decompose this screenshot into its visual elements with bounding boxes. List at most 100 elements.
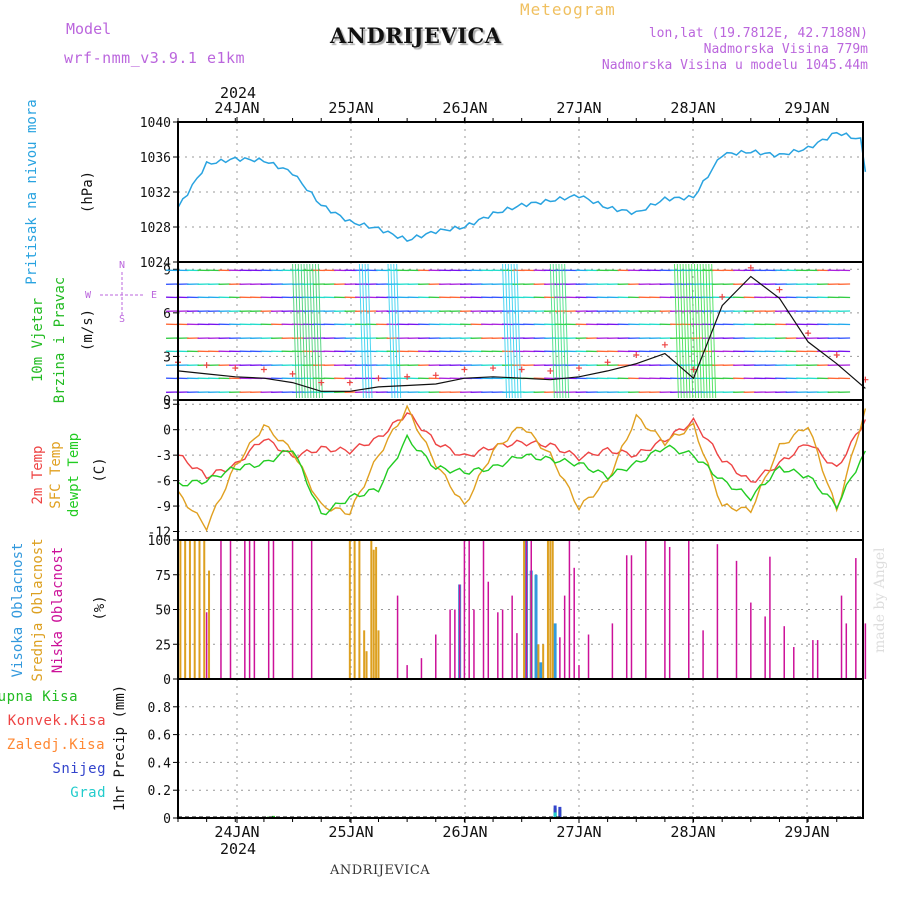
wind-gust-marker [547,367,554,374]
cloud-bar [816,640,819,679]
wind-gust-marker [404,373,411,380]
wind-barb [300,263,306,399]
wind-barb [294,263,300,399]
wind-barb [367,263,373,399]
ytick-label-cloud: 0 [163,673,171,688]
pressure-line [177,131,867,242]
model-name: wrf-nmm_v3.9.1 e1km [64,49,246,67]
cloud-bar [310,540,313,679]
legend-precip-2: Zaledj.Kisa [7,737,105,753]
ylabel-pressure: Pritisak na nivou mora [24,99,40,284]
cloud-bar [783,626,785,679]
ytick-label-cloud: 25 [155,638,171,653]
wind-gust-marker [490,365,497,372]
cloud-bar [363,630,366,679]
panel-wind [236,262,808,400]
wind-gust-marker [232,365,239,372]
ylabel-cloud-0: Visoka Oblacnost [10,543,26,678]
wind-barb [312,263,318,399]
ytick-label-pressure: 1032 [140,186,171,201]
wind-gust-marker [719,293,726,300]
wind-barb [317,263,323,399]
precip-bar [558,806,562,818]
altitude-text: Nadmorska Visina 779m [703,42,868,57]
wind-barb [507,263,513,399]
wind-barb [504,263,510,399]
wind-gust-marker [289,370,296,377]
cloud-bar [573,567,575,679]
ytick-label-pressure: 1024 [140,256,171,271]
wind-barb [708,263,714,399]
precip-bar [271,815,275,818]
cloud-bar [248,540,251,679]
cloud-bar [375,546,378,679]
wind-barb [387,263,393,399]
legend-precip-3: Snijeg [52,761,106,777]
cloud-bar [348,540,351,679]
ylabel-wind-sub: Brzina i Pravac [52,277,68,403]
cloud-bar [793,647,795,679]
wind-barb [693,263,699,399]
wind-gust-marker [833,351,840,358]
cloud-bar [184,540,187,679]
ylabel-wind: 10m Vjetar [30,298,46,382]
cloud-bar [516,633,518,679]
wind-barb [393,263,399,399]
precip-bar [553,805,557,818]
cloud-bar [229,540,232,679]
top-date-label: 26JAN [442,99,487,117]
ytick-label-precip: 0.2 [148,784,171,799]
bottom-date-label: 29JAN [784,823,829,841]
wind-barb [396,263,402,399]
cloud-bar [769,556,771,679]
cloud-bar [458,584,461,679]
cloud-bar [291,540,294,679]
cloud-bar [198,540,201,679]
ytick-label-temp: 3 [163,398,171,413]
ytick-label-temp: -9 [155,500,171,515]
cloud-bar [487,581,490,679]
station-title: ANDRIJEVICA [330,23,502,48]
cloud-bar [353,540,356,679]
wind-barb [297,263,303,399]
ytick-label-temp: -6 [155,475,171,490]
top-date-label: 25JAN [328,99,373,117]
wind-barb [390,263,396,399]
cloud-bar [587,634,590,679]
yunit-temp: (C) [92,457,108,482]
cloud-bar [523,540,526,679]
wind-barb [564,263,570,399]
top-date-label: 27JAN [556,99,601,117]
wind-gust-marker [346,379,353,386]
cloud-bar [420,658,423,679]
wind-barb [510,263,516,399]
cloud-bar [546,540,549,679]
wind-barb [516,263,522,399]
compass-w: W [85,290,92,301]
panel-precip [236,679,808,818]
top-date-label: 28JAN [670,99,715,117]
wind-barb [361,263,367,399]
ytick-label-wind: 6 [163,307,171,322]
wind-barb [292,263,298,399]
cloud-bar [208,570,211,679]
wind-barb [513,263,519,399]
cloud-bar [473,609,475,679]
cloud-bar [563,595,566,679]
wind-barb [676,263,682,399]
wind-speed-line [177,275,866,392]
wind-gust-marker [575,365,582,372]
cloud-bar [645,540,647,679]
cloud-bar [454,609,456,679]
cloud-bar [542,644,545,679]
cloud-bar [630,555,633,679]
wind-barb [705,263,711,399]
ytick-label-precip: 0 [163,812,171,827]
ytick-label-temp: 0 [163,424,171,439]
bottom-date-label: 26JAN [442,823,487,841]
wind-barb [673,263,679,399]
wind-barb [552,263,558,399]
cloud-bar [272,540,275,679]
cloud-bar [435,634,437,679]
ylabel-cloud-2: Niska Oblacnost [50,547,66,673]
